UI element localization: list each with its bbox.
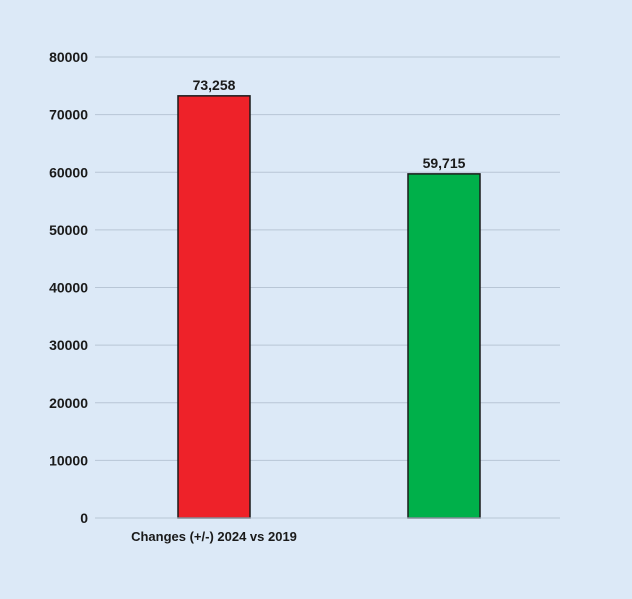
y-tick-label: 40000 [49,280,88,296]
data-label-2: 59,715 [423,155,466,171]
y-axis-ticks: 0 10000 20000 30000 40000 50000 60000 70000 8000… [49,49,88,526]
y-tick-label: 0 [80,510,88,526]
gridlines [95,56,560,461]
y-tick-label: 60000 [49,164,88,180]
bar-2 [407,173,481,519]
bars [177,95,481,519]
y-tick-label: 30000 [49,337,88,353]
data-labels: 73,258 59,715 [193,77,466,171]
data-label-1: 73,258 [193,77,236,93]
y-tick-label: 80000 [49,49,88,65]
y-tick-label: 10000 [49,452,88,468]
y-tick-label: 20000 [49,395,88,411]
bar-1 [177,95,251,519]
y-tick-label: 50000 [49,222,88,238]
y-tick-label: 70000 [49,107,88,123]
x-category-label: Changes (+/-) 2024 vs 2019 [131,529,297,544]
